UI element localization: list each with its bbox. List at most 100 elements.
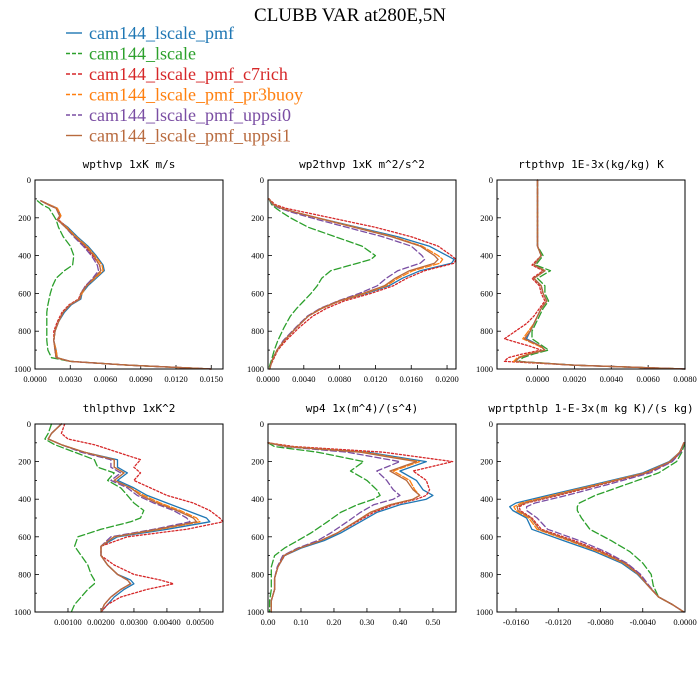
y-tick-label: 0 [27, 175, 31, 185]
y-tick-label: 200 [251, 213, 264, 223]
series-line [576, 442, 686, 613]
plot-frame [34, 179, 224, 370]
x-tick-label: 0.0150 [200, 374, 223, 384]
x-tick-label: 0.0000 [673, 617, 696, 627]
series-line [40, 200, 212, 370]
y-tick-label: 0 [260, 175, 264, 185]
legend-label: cam144_lscale_pmf_uppsi1 [89, 126, 291, 146]
panel: thlpthvp 1xK^2 0 200 400 600 800 1000 0.00100 0.… [14, 402, 224, 627]
series-line [268, 198, 439, 370]
x-tick-label: 0.0020 [563, 374, 586, 384]
y-tick-label: 800 [480, 326, 493, 336]
legend-label: cam144_lscale_pmf_c7rich [89, 64, 288, 84]
series-line [514, 179, 686, 370]
series-line [268, 198, 457, 370]
y-tick-label: 200 [480, 213, 493, 223]
series-line [40, 200, 212, 370]
y-tick-label: 200 [480, 457, 493, 467]
y-tick-label: 200 [18, 457, 31, 467]
y-tick-label: 400 [251, 251, 264, 261]
series-line [267, 442, 381, 613]
series-line [60, 423, 224, 613]
y-tick-label: 400 [480, 494, 493, 504]
x-tick-label: -0.0120 [545, 617, 571, 627]
x-tick-label: 0.0060 [636, 374, 659, 384]
panel: rtpthvp 1E-3x(kg/kg) K 0 200 400 600 800 1000 0… [476, 158, 697, 384]
y-tick-label: 1000 [247, 607, 264, 617]
legend-label: cam144_lscale_pmf [89, 23, 234, 43]
series-line [268, 198, 444, 370]
y-tick-label: 600 [251, 288, 264, 298]
x-tick-label: 0.0160 [400, 374, 423, 384]
x-tick-label: 0.0090 [129, 374, 152, 384]
legend: cam144_lscale_pmfcam144_lscalecam144_lsc… [66, 23, 303, 146]
x-tick-label: 0.00 [261, 617, 276, 627]
series-line [47, 423, 201, 613]
plot-frame [496, 179, 686, 370]
panel-title: wprtpthlp 1-E-3x(m kg K)/(s kg) [488, 402, 693, 415]
series-line [267, 442, 434, 613]
series-line [267, 442, 401, 613]
y-tick-label: 1000 [247, 364, 264, 374]
y-tick-label: 200 [18, 213, 31, 223]
y-tick-label: 600 [251, 532, 264, 542]
y-tick-label: 800 [18, 326, 31, 336]
y-tick-label: 800 [251, 569, 264, 579]
x-tick-label: 0.00100 [54, 617, 82, 627]
panel-title: wp2thvp 1xK m^2/s^2 [299, 158, 425, 171]
x-tick-label: 0.0060 [94, 374, 117, 384]
y-tick-label: 600 [480, 532, 493, 542]
x-tick-label: 0.0120 [364, 374, 387, 384]
panel-title: wp4 1x(m^4)/(s^4) [306, 402, 419, 415]
x-tick-label: 0.0040 [600, 374, 623, 384]
x-tick-label: 0.00400 [153, 617, 181, 627]
series-line [267, 442, 454, 613]
figure-title: CLUBB VAR at280E,5N [254, 5, 446, 26]
x-tick-label: 0.0000 [23, 374, 46, 384]
series-line [47, 423, 191, 613]
x-tick-label: -0.0160 [503, 617, 529, 627]
x-tick-label: 0.0120 [164, 374, 187, 384]
legend-label: cam144_lscale_pmf_pr3buoy [89, 85, 303, 105]
y-tick-label: 1000 [14, 607, 31, 617]
y-tick-label: 600 [480, 288, 493, 298]
x-tick-label: 0.0000 [256, 374, 279, 384]
panel-title: thlpthvp 1xK^2 [83, 402, 176, 415]
y-tick-label: 0 [27, 419, 31, 429]
series-line [267, 442, 421, 613]
series-line [36, 200, 212, 370]
x-tick-label: 0.0200 [435, 374, 458, 384]
plot-frame [267, 179, 457, 370]
series-line [514, 179, 686, 370]
series-line [514, 179, 686, 370]
x-tick-label: 0.00500 [186, 617, 214, 627]
x-tick-label: -0.0080 [587, 617, 613, 627]
y-tick-label: 1000 [476, 607, 493, 617]
series-line [525, 442, 685, 613]
legend-label: cam144_lscale [89, 44, 196, 64]
series-line [268, 198, 377, 370]
x-tick-label: 0.30 [360, 617, 375, 627]
panel-title: rtpthvp 1E-3x(kg/kg) K [518, 158, 664, 171]
series-line [47, 423, 198, 613]
x-tick-label: 0.10 [294, 617, 309, 627]
x-tick-label: 0.0040 [292, 374, 315, 384]
series-line [518, 179, 686, 370]
x-tick-label: -0.0040 [630, 617, 656, 627]
y-tick-label: 400 [480, 251, 493, 261]
y-tick-label: 200 [251, 457, 264, 467]
legend-label: cam144_lscale_pmf_uppsi0 [89, 105, 291, 125]
y-tick-label: 800 [480, 569, 493, 579]
series-line [503, 179, 686, 370]
y-tick-label: 1000 [14, 364, 31, 374]
y-tick-label: 600 [18, 288, 31, 298]
x-tick-label: 0.40 [392, 617, 407, 627]
x-tick-label: 0.0000 [526, 374, 549, 384]
panel-title: wpthvp 1xK m/s [83, 158, 176, 171]
x-tick-label: 0.00300 [120, 617, 148, 627]
x-tick-label: 0.0080 [328, 374, 351, 384]
y-tick-label: 600 [18, 532, 31, 542]
